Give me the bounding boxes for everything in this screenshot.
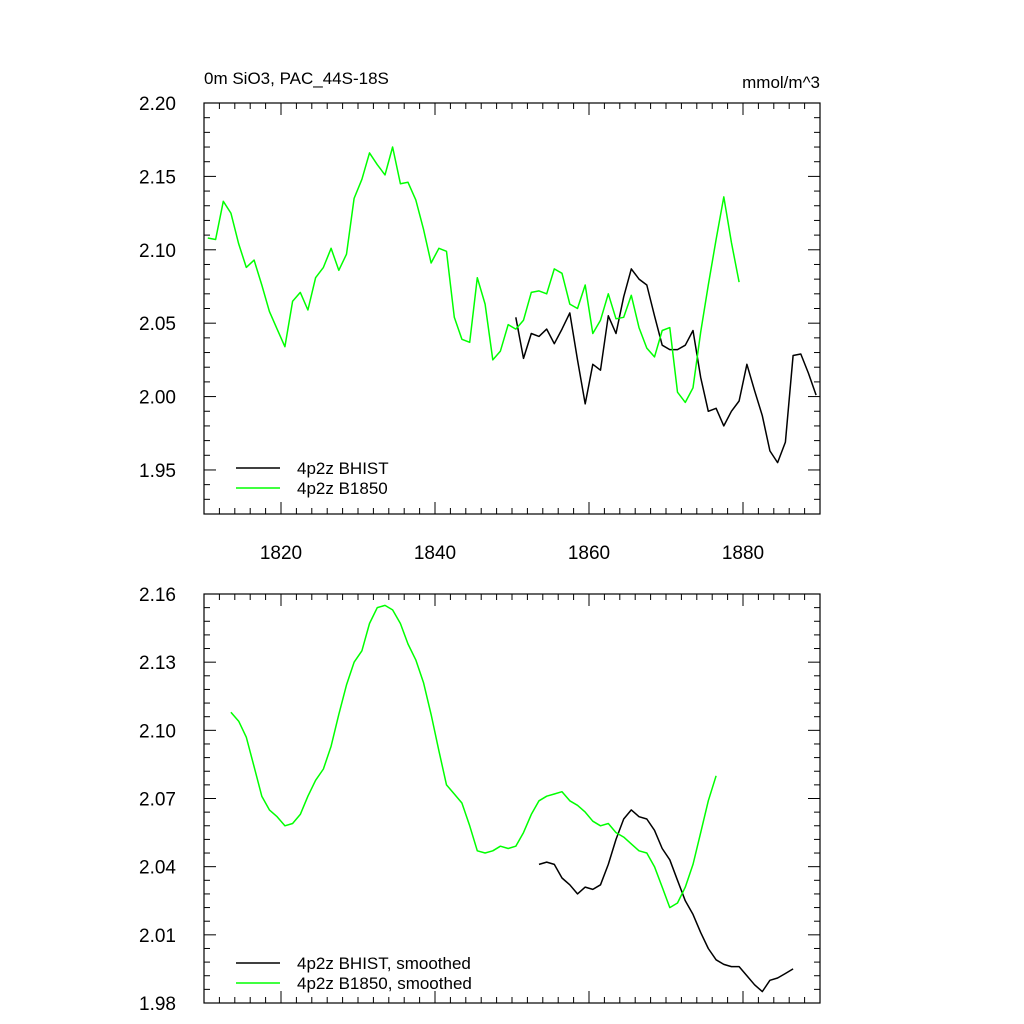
plot-frame <box>203 102 821 515</box>
y-tick-label: 2.00 <box>139 388 176 409</box>
y-tick-label: 2.15 <box>139 167 176 188</box>
y-tick-label: 2.10 <box>139 721 176 742</box>
x-tick-label: 1840 <box>414 543 456 564</box>
legend-label: 4p2z BHIST, smoothed <box>297 954 471 973</box>
x-tick-label: 1820 <box>260 543 302 564</box>
y-tick-label: 2.07 <box>139 790 176 811</box>
top-units: mmol/m^3 <box>742 73 820 92</box>
series-line-0 <box>538 809 794 993</box>
series-line-1 <box>230 604 717 909</box>
legend-label: 4p2z B1850 <box>297 479 388 498</box>
y-tick-label: 1.98 <box>139 994 176 1015</box>
x-tick-label: 1880 <box>722 543 764 564</box>
series-line-1 <box>207 146 740 404</box>
y-tick-label: 2.20 <box>139 94 176 115</box>
y-tick-label: 2.16 <box>139 585 176 606</box>
top-title: 0m SiO3, PAC_44S-18S <box>204 69 389 88</box>
y-tick-label: 1.95 <box>139 461 176 482</box>
y-tick-label: 2.04 <box>139 858 176 879</box>
y-tick-label: 2.10 <box>139 241 176 262</box>
y-tick-label: 2.05 <box>139 314 176 335</box>
x-tick-label: 1860 <box>568 543 610 564</box>
y-tick-label: 2.13 <box>139 653 176 674</box>
legend-label: 4p2z B1850, smoothed <box>297 974 472 993</box>
plot-frame <box>203 593 821 1004</box>
bottom-panel: 1.98 2.01 2.04 2.07 2.10 2.13 2.16 4p2z BHIST, … <box>139 585 821 1015</box>
legend-label: 4p2z BHIST <box>297 459 389 478</box>
y-tick-label: 2.01 <box>139 926 176 947</box>
series-line-0 <box>515 268 817 464</box>
top-panel: 0m SiO3, PAC_44S-18S mmol/m^3 1.95 2.00 2.… <box>139 69 821 564</box>
